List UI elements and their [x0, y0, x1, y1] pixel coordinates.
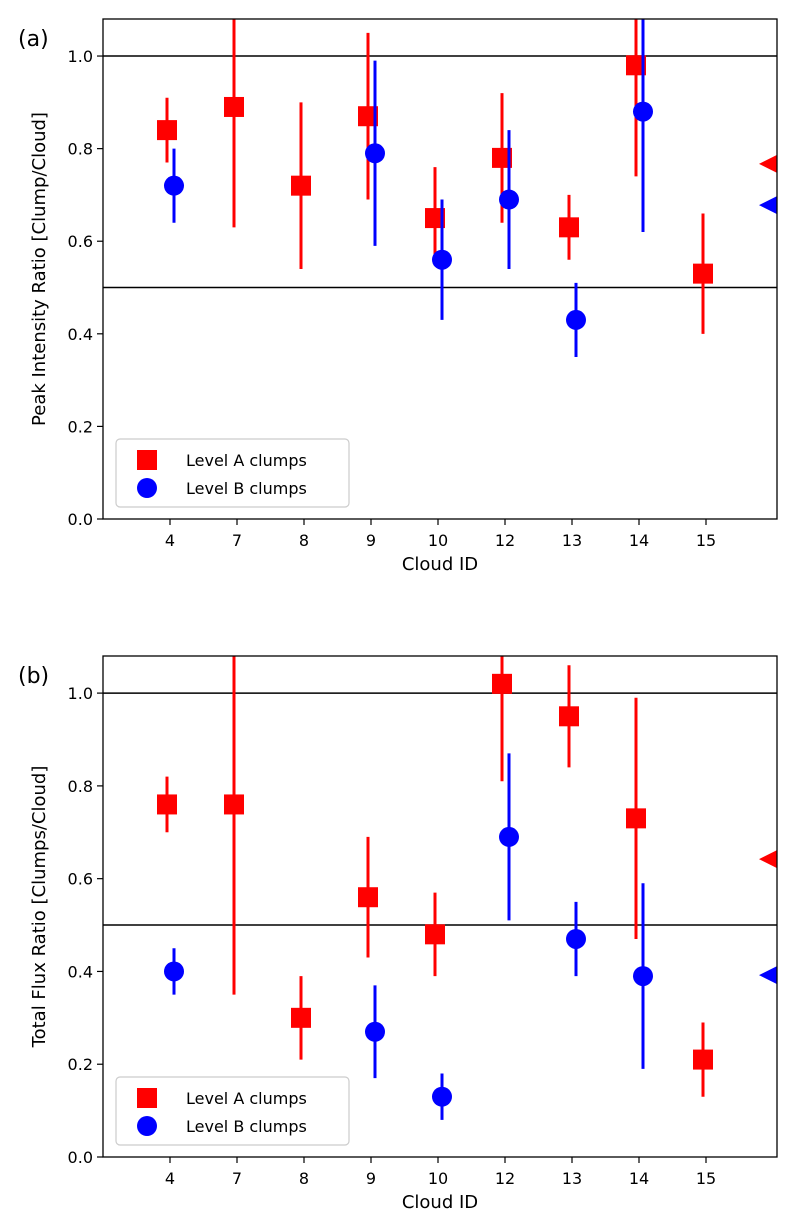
panel-b-level-a-marker-9 [358, 887, 378, 908]
panel-b-level-a-marker-7 [224, 794, 244, 815]
panel-a-level-a-mean-marker [759, 154, 777, 173]
panel-a-legend-level-a-marker [137, 450, 157, 470]
panel-b-level-a-marker-15 [693, 1049, 713, 1070]
panel-a-y-tick-label: 0.6 [68, 232, 93, 251]
panel-b-x-tick-label: 13 [562, 1169, 582, 1188]
panel-a-x-tick-label: 13 [562, 531, 582, 550]
panel-b-level-b-mean-marker [759, 966, 777, 985]
panel-a-x-tick-label: 12 [495, 531, 515, 550]
panel-b-level-b-marker-4 [164, 961, 184, 982]
panel-a-level-b-marker-4 [164, 175, 184, 196]
panel-a-level-b-mean-marker [759, 196, 777, 215]
panel-b-y-tick-label: 0.4 [68, 962, 93, 981]
panel-a-level-a-marker-15 [693, 263, 713, 284]
panel-b-level-b-marker-10 [432, 1086, 452, 1107]
panel-b-level-b-marker-9 [365, 1021, 385, 1042]
panel-a-level-b-marker-9 [365, 143, 385, 164]
panel-b-x-tick-label: 12 [495, 1169, 515, 1188]
panel-b-plot-frame [102, 655, 778, 1158]
panel-a-x-tick-label: 8 [299, 531, 309, 550]
panel-a-y-tick-label: 0.0 [68, 510, 93, 529]
panel-b-level-a-marker-8 [291, 1007, 311, 1028]
panel-a-level-b-marker-14 [633, 101, 653, 122]
panel-b-legend-level-a-marker [137, 1088, 157, 1108]
panel-a-x-tick-label: 14 [629, 531, 649, 550]
panel-a-y-tick-label: 1.0 [68, 47, 93, 66]
panel-b-legend-level-b-label: Level B clumps [186, 1117, 307, 1136]
panel-a-level-a-marker-9 [358, 106, 378, 127]
panel-b-y-tick-label: 1.0 [68, 684, 93, 703]
panel-b-x-tick-label: 10 [428, 1169, 448, 1188]
panel-b-legend-box [115, 1076, 350, 1146]
panel-b-level-a-marker-4 [157, 794, 177, 815]
panel-b-x-tick-label: 4 [165, 1169, 175, 1188]
panel-b-level-a-marker-10 [425, 924, 445, 945]
panel-a-level-a-marker-8 [291, 175, 311, 196]
panel-a-level-b-marker-12 [499, 189, 519, 210]
panel-a-x-tick-label: 7 [232, 531, 242, 550]
panel-b-y-axis-label: Total Flux Ratio [Clumps/Cloud] [29, 766, 50, 1049]
panel-b-y-tick-label: 0.6 [68, 870, 93, 889]
panel-a-level-a-marker-10 [425, 208, 445, 229]
panel-b-level-a-marker-13 [559, 706, 579, 727]
panel-a-level-b-marker-10 [432, 249, 452, 270]
panel-a-level-a-marker-13 [559, 217, 579, 238]
panel-b-x-axis-label: Cloud ID [402, 1192, 478, 1213]
panel-b-y-tick-label: 0.8 [68, 777, 93, 796]
panel-b-level-b-marker-13 [566, 928, 586, 949]
panel-a-panel-label: (a) [18, 27, 49, 52]
panel-a-legend-level-b-marker [137, 478, 157, 498]
panel-b-level-b-marker-12 [499, 826, 519, 847]
panel-b-legend-level-a-label: Level A clumps [186, 1089, 307, 1108]
panel-a-level-a-marker-12 [492, 147, 512, 168]
panel-a-level-b-marker-13 [566, 309, 586, 330]
panel-b-x-tick-label: 9 [366, 1169, 376, 1188]
panel-a-plot-frame [102, 18, 778, 520]
panel-a-legend-box [115, 438, 350, 508]
panel-a-legend-level-b-label: Level B clumps [186, 479, 307, 498]
panel-a-x-tick-label: 10 [428, 531, 448, 550]
panel-b-level-a-marker-12 [492, 673, 512, 694]
panel-a-level-a-marker-14 [626, 55, 646, 76]
panel-b-x-tick-label: 8 [299, 1169, 309, 1188]
panel-b-level-b-marker-14 [633, 966, 653, 987]
panel-b-panel-label: (b) [18, 664, 49, 689]
panel-b-y-tick-label: 0.0 [68, 1148, 93, 1167]
panel-a-y-tick-label: 0.2 [68, 417, 93, 436]
panel-a-level-a-marker-4 [157, 120, 177, 141]
panel-a-y-tick-label: 0.8 [68, 140, 93, 159]
panel-a-y-axis-label: Peak Intensity Ratio [Clump/Cloud] [29, 112, 50, 426]
panel-b-x-tick-label: 15 [696, 1169, 716, 1188]
panel-a-level-a-marker-7 [224, 96, 244, 117]
panel-b-x-tick-label: 14 [629, 1169, 649, 1188]
panel-b-x-tick-label: 7 [232, 1169, 242, 1188]
panel-b-level-a-mean-marker [759, 850, 777, 869]
panel-a-y-tick-label: 0.4 [68, 325, 93, 344]
panel-b-legend-level-b-marker [137, 1116, 157, 1136]
panel-a-x-axis-label: Cloud ID [402, 554, 478, 575]
panel-a-x-tick-label: 4 [165, 531, 175, 550]
panel-a-x-tick-label: 9 [366, 531, 376, 550]
panel-b-level-a-marker-14 [626, 808, 646, 829]
panel-b-y-tick-label: 0.2 [68, 1055, 93, 1074]
panel-a-x-tick-label: 15 [696, 531, 716, 550]
panel-a-legend-level-a-label: Level A clumps [186, 451, 307, 470]
